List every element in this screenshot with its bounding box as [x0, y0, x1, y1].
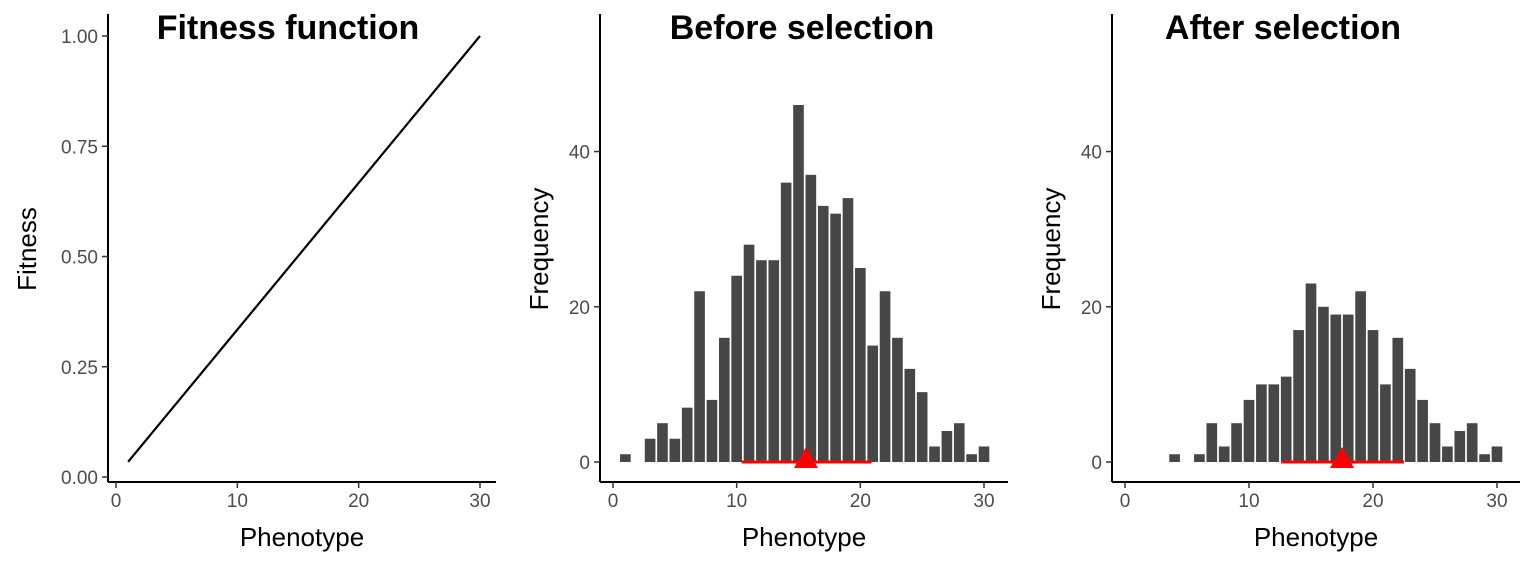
y-tick-label: 1.00 — [61, 27, 98, 48]
histogram-bar — [1429, 423, 1441, 462]
x-tick-label: 10 — [726, 491, 747, 512]
histogram-bar — [657, 423, 668, 462]
histogram-bar — [879, 291, 891, 462]
histogram-bar — [805, 174, 817, 462]
histogram-bar — [953, 423, 965, 462]
histogram-bar — [892, 337, 903, 462]
histogram-bar — [1466, 423, 1478, 462]
x-axis-title: Phenotype — [1254, 522, 1378, 552]
histogram-bar — [1243, 399, 1255, 462]
histogram-bar — [1417, 399, 1428, 462]
histogram-bar — [681, 407, 693, 462]
histogram-bar — [1256, 384, 1267, 462]
histogram-bar — [1380, 384, 1391, 462]
x-tick-label: 20 — [348, 491, 369, 512]
histogram-bar — [743, 244, 755, 462]
histogram-bar — [620, 454, 631, 462]
histogram-bar — [941, 430, 953, 462]
histogram-bar — [1442, 446, 1453, 462]
y-axis-title: Frequency — [524, 188, 554, 311]
histogram-bar — [1169, 454, 1180, 462]
chart-title: Before selection — [670, 9, 935, 47]
histogram-bar — [756, 260, 767, 462]
histogram-bar — [694, 291, 705, 462]
histogram-bar — [793, 105, 804, 462]
histogram-bar — [706, 399, 718, 462]
x-tick-label: 0 — [1120, 491, 1131, 512]
y-tick-label: 0.50 — [61, 248, 98, 269]
y-axis-title: Frequency — [1036, 188, 1066, 311]
x-tick-label: 10 — [227, 491, 248, 512]
histogram-bar — [1318, 306, 1329, 462]
histogram-bar — [867, 345, 879, 462]
y-tick-label: 0.00 — [61, 468, 98, 489]
histogram-bar — [1206, 423, 1218, 462]
histogram-bar — [855, 267, 866, 462]
histogram-bar — [842, 198, 854, 462]
x-tick-label: 30 — [973, 491, 994, 512]
chart-panel-2: Before selection 0 10 20 30 0 20 40 Phenotype Fre… — [524, 9, 1008, 552]
histogram-bar — [966, 454, 977, 462]
y-tick-label: 40 — [569, 143, 590, 164]
y-tick-label: 0.75 — [61, 137, 98, 158]
fitness-line — [127, 35, 481, 463]
x-tick-label: 0 — [111, 491, 122, 512]
x-axis-title: Phenotype — [240, 522, 364, 552]
histogram-bar — [1280, 376, 1292, 462]
histogram-bar — [830, 213, 841, 462]
histogram-bar — [1218, 446, 1230, 462]
histogram-bar — [1367, 330, 1379, 462]
y-tick-label: 0 — [1091, 453, 1102, 474]
histogram-bar — [1355, 291, 1366, 462]
y-axis-title: Fitness — [12, 207, 42, 291]
histogram-bar — [1392, 337, 1404, 462]
histogram-bar — [817, 205, 829, 463]
y-tick-label: 20 — [1081, 298, 1102, 319]
x-tick-label: 30 — [1486, 491, 1507, 512]
histogram-bar — [1342, 314, 1354, 462]
histogram-bar — [1404, 368, 1416, 462]
histogram-bar — [669, 438, 681, 462]
histogram-bar — [780, 182, 792, 462]
histogram-bar — [929, 446, 940, 462]
chart-panel-3: After selection 0 10 20 30 0 20 40 Phenotype Freq… — [1036, 9, 1520, 552]
x-tick-label: 20 — [850, 491, 871, 512]
histogram-bar — [1194, 454, 1205, 462]
histogram-bar — [1268, 384, 1280, 462]
histogram-bar — [978, 446, 990, 462]
x-tick-label: 10 — [1238, 491, 1259, 512]
histogram-bar — [1479, 454, 1490, 462]
y-tick-label: 0 — [579, 453, 590, 474]
histogram-bar — [1491, 446, 1503, 462]
histogram-bar — [916, 392, 928, 462]
x-tick-label: 30 — [469, 491, 490, 512]
x-axis-title: Phenotype — [742, 522, 866, 552]
histogram-bar — [1454, 430, 1466, 462]
mean-marker — [793, 447, 818, 468]
y-tick-label: 20 — [569, 298, 590, 319]
chart-title: After selection — [1165, 9, 1401, 47]
histogram-bar — [731, 275, 742, 462]
histogram-bar — [718, 337, 730, 462]
histogram-bar — [1330, 314, 1342, 462]
chart-title: Fitness function — [157, 9, 420, 47]
histogram-bar — [1231, 423, 1242, 462]
y-tick-label: 0.25 — [61, 358, 98, 379]
histogram-bar — [1305, 283, 1317, 462]
y-tick-label: 40 — [1081, 143, 1102, 164]
histogram-bar — [1293, 330, 1304, 462]
chart-panel-1: Fitness function 0 10 20 30 0.00 0.25 0.50 0.75 1… — [12, 9, 496, 552]
x-tick-label: 20 — [1362, 491, 1383, 512]
mean-marker — [1330, 447, 1354, 468]
histogram-bar — [904, 368, 916, 462]
histogram-bar — [644, 438, 656, 462]
histogram-bar — [768, 260, 780, 462]
x-tick-label: 0 — [608, 491, 619, 512]
